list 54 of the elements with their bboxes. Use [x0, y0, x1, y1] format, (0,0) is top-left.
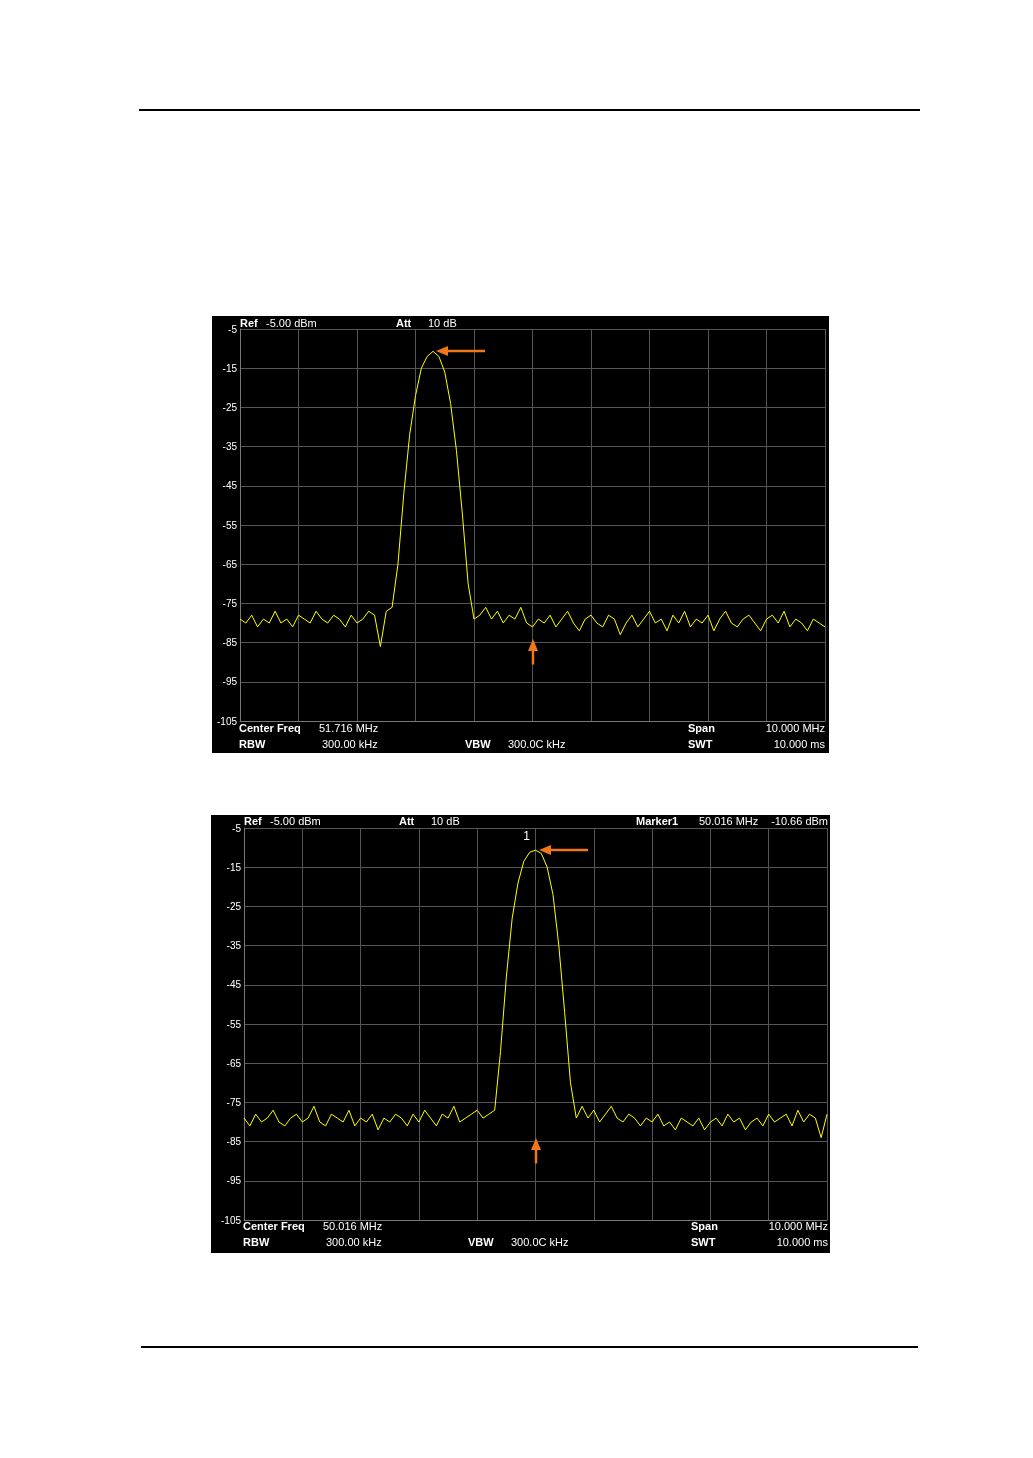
y-tick-label: -95 [222, 676, 238, 688]
y-tick-label: -55 [226, 1018, 242, 1030]
text: -10.66 dBm [771, 814, 829, 827]
text: 300.0C kHz [508, 737, 566, 750]
text: VBW [465, 737, 492, 750]
y-tick-label: -105 [220, 1214, 242, 1226]
y-tick-label: -25 [226, 900, 242, 912]
text: RBW [239, 737, 266, 750]
y-tick-label: -35 [222, 441, 238, 453]
y-tick-label: -15 [222, 362, 238, 374]
text: Ref [244, 814, 263, 827]
text: Span [688, 721, 716, 734]
text: -5.00 dBm [270, 814, 321, 827]
text: 10 dB [428, 316, 457, 329]
y-tick-label: -55 [222, 519, 238, 531]
text: Att [399, 814, 415, 827]
y-tick-label: -25 [222, 401, 238, 413]
text: 10 dB [431, 814, 460, 827]
text: SWT [688, 737, 713, 750]
text: Center Freq [239, 721, 301, 734]
text: VBW [468, 1235, 495, 1248]
text: Marker1 [636, 814, 679, 827]
y-tick-label: -35 [226, 940, 242, 952]
y-tick-label: -105 [216, 715, 238, 727]
y-tick-label: -75 [226, 1096, 242, 1108]
text: RBW [243, 1235, 270, 1248]
text: 300.00 kHz [326, 1235, 382, 1248]
y-tick-label: -85 [226, 1136, 242, 1148]
y-tick-label: -65 [222, 558, 238, 570]
text: Att [396, 316, 412, 329]
text: SWT [691, 1235, 716, 1248]
annotation: 50.016 MHz [323, 1219, 383, 1232]
text: 50.016 MHz [699, 814, 759, 827]
y-tick-label: -5 [228, 323, 238, 335]
text: Ref [240, 316, 259, 329]
y-tick-label: -85 [222, 637, 238, 649]
annotation: Center Freq [243, 1219, 305, 1232]
annotation: Span [691, 1219, 719, 1232]
text: 300.0C kHz [511, 1235, 569, 1248]
y-tick-label: -95 [226, 1175, 242, 1187]
y-tick-label: -5 [232, 822, 242, 834]
text: 10.000 ms [773, 737, 826, 750]
y-tick-label: -45 [222, 480, 238, 492]
text: 10.000 MHz [765, 721, 825, 734]
y-tick-label: -75 [222, 597, 238, 609]
text: 300.00 kHz [322, 737, 378, 750]
y-tick-label: -65 [226, 1057, 242, 1069]
annotation: 1 [523, 829, 531, 844]
annotation: 10.000 MHz [768, 1219, 828, 1232]
y-tick-label: -15 [226, 861, 242, 873]
text: -5.00 dBm [266, 316, 317, 329]
y-tick-label: -45 [226, 979, 242, 991]
text: 51.716 MHz [319, 721, 379, 734]
text: 10.000 ms [776, 1235, 829, 1248]
